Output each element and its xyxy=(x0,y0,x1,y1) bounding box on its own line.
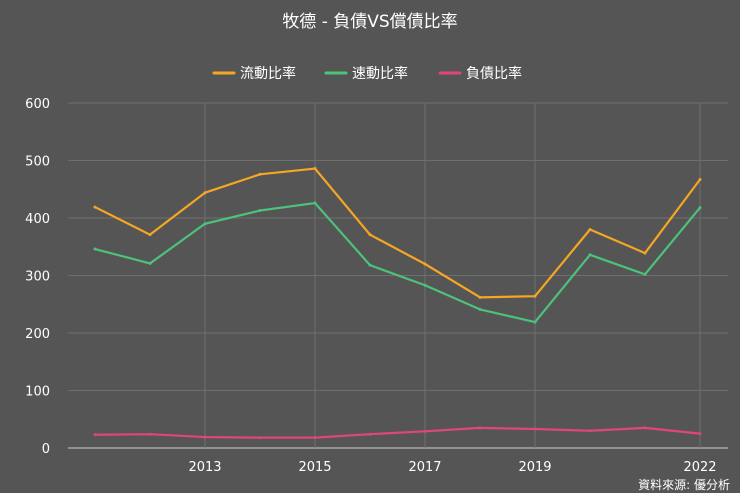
data-point xyxy=(93,205,97,209)
data-point xyxy=(258,172,262,176)
data-point xyxy=(643,272,647,276)
data-point xyxy=(533,427,537,431)
data-point xyxy=(533,320,537,324)
data-point xyxy=(203,191,207,195)
data-point xyxy=(368,233,372,237)
data-point xyxy=(698,177,702,181)
chart-title: 牧德 - 負債VS償債比率 xyxy=(282,12,457,32)
y-tick-label: 600 xyxy=(25,97,50,112)
data-point xyxy=(643,251,647,255)
data-point xyxy=(148,432,152,436)
legend-label: 流動比率 xyxy=(240,65,296,82)
x-tick-label: 2022 xyxy=(683,460,716,475)
data-point xyxy=(313,167,317,171)
series-line xyxy=(93,426,702,439)
y-axis: 0 100 200 300 400 500 600 xyxy=(25,97,50,457)
x-tick-label: 2015 xyxy=(298,460,331,475)
legend: 流動比率 速動比率 負債比率 xyxy=(212,65,522,82)
data-point xyxy=(258,436,262,440)
y-tick-label: 500 xyxy=(25,155,50,170)
data-point xyxy=(533,294,537,298)
legend-label: 負債比率 xyxy=(466,65,522,82)
data-point xyxy=(423,429,427,433)
data-point xyxy=(368,432,372,436)
y-tick-label: 400 xyxy=(25,212,50,227)
data-point xyxy=(148,261,152,265)
data-point xyxy=(258,209,262,213)
y-tick-label: 100 xyxy=(25,385,50,400)
x-axis: 2013 2015 2017 2019 2022 xyxy=(188,460,716,475)
data-point xyxy=(643,426,647,430)
data-point xyxy=(478,295,482,299)
data-point xyxy=(423,283,427,287)
y-tick-label: 200 xyxy=(25,327,50,342)
grid xyxy=(68,102,728,449)
data-point xyxy=(698,206,702,210)
series-line xyxy=(93,201,702,324)
data-point xyxy=(203,435,207,439)
x-tick-label: 2013 xyxy=(188,460,221,475)
data-point xyxy=(478,426,482,430)
legend-label: 速動比率 xyxy=(352,65,408,82)
series-group xyxy=(93,167,702,440)
data-point xyxy=(478,307,482,311)
data-point xyxy=(588,253,592,257)
x-tick-label: 2019 xyxy=(518,460,551,475)
data-point xyxy=(93,433,97,437)
data-point xyxy=(313,201,317,205)
series-line xyxy=(93,167,702,299)
data-point xyxy=(423,262,427,266)
data-point xyxy=(203,222,207,226)
source-note: 資料來源: 優分析 xyxy=(638,478,730,492)
data-point xyxy=(698,432,702,436)
data-point xyxy=(588,429,592,433)
x-tick-label: 2017 xyxy=(408,460,441,475)
data-point xyxy=(313,436,317,440)
data-point xyxy=(93,247,97,251)
data-point xyxy=(368,263,372,267)
data-point xyxy=(148,233,152,237)
data-point xyxy=(588,228,592,231)
y-tick-label: 300 xyxy=(25,270,50,285)
y-tick-label: 0 xyxy=(42,442,50,457)
